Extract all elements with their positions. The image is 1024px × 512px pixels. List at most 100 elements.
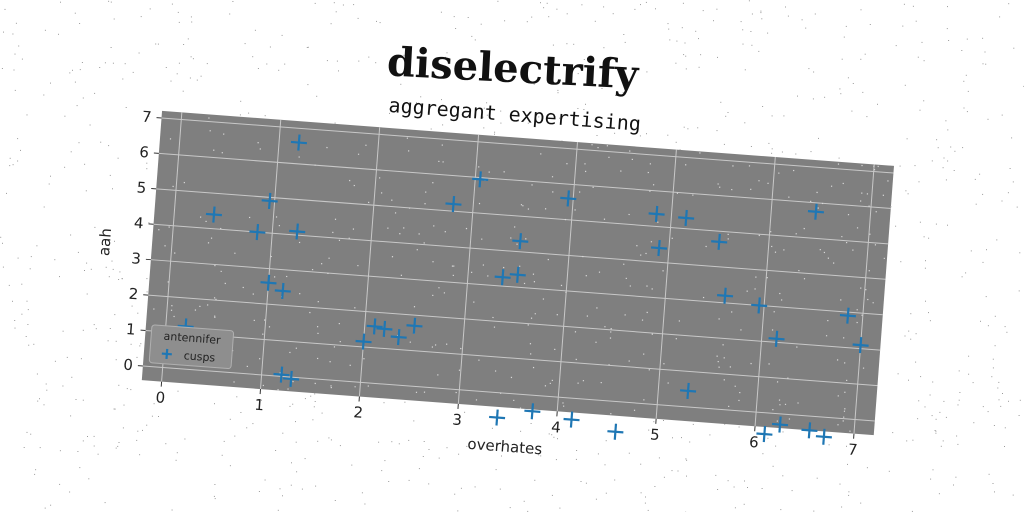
plot-noise-speck (788, 418, 791, 420)
plot-noise-speck (460, 347, 462, 350)
plot-noise-speck (734, 385, 736, 387)
legend: antennifer cusps (148, 324, 235, 370)
noise-speck (368, 56, 370, 58)
y-tick-label: 5 (136, 178, 147, 197)
noise-speck (190, 16, 192, 18)
noise-speck (393, 55, 395, 57)
plot-noise-speck (542, 298, 545, 300)
noise-speck (252, 423, 254, 425)
plot-noise-speck (262, 333, 264, 335)
noise-speck (839, 88, 841, 90)
y-tick-label: 4 (133, 214, 144, 233)
plot-noise-speck (221, 152, 223, 154)
plot-noise-speck (409, 341, 411, 343)
noise-speck (69, 491, 71, 493)
plot-noise-speck (629, 150, 631, 152)
plot-noise-speck (649, 190, 651, 192)
noise-speck (998, 381, 1000, 383)
plot-noise-speck (205, 220, 207, 223)
noise-speck (4, 8, 6, 10)
noise-speck (601, 88, 603, 89)
plot-noise-speck (424, 203, 426, 205)
noise-speck (178, 21, 180, 23)
noise-speck (987, 411, 989, 413)
y-axis-ticks: 0 1 2 3 4 5 6 7 (123, 108, 162, 374)
noise-speck (74, 12, 76, 14)
noise-speck (685, 458, 687, 460)
noise-speck (986, 249, 987, 251)
plot-noise-speck (563, 405, 565, 407)
y-grid-line (156, 188, 889, 245)
noise-speck (583, 109, 585, 110)
noise-speck (474, 486, 476, 488)
noise-speck (12, 300, 13, 302)
noise-speck (494, 131, 496, 133)
noise-speck (454, 493, 456, 495)
plot-noise-speck (874, 244, 877, 246)
noise-speck (724, 423, 726, 425)
noise-speck (761, 488, 763, 489)
noise-speck (762, 453, 764, 455)
plot-noise-speck (846, 379, 848, 382)
plot-noise-speck (418, 233, 420, 235)
noise-speck (14, 53, 16, 55)
plot-noise-speck (234, 252, 236, 254)
noise-speck (62, 330, 64, 332)
marker-stroke-v (518, 233, 522, 250)
noise-speck (30, 433, 32, 435)
plot-noise-speck (470, 271, 473, 274)
noise-speck (700, 54, 702, 56)
noise-speck (742, 43, 744, 45)
plot-noise-speck (625, 277, 627, 280)
noise-speck (681, 27, 683, 29)
noise-speck (930, 478, 932, 480)
noise-speck (357, 17, 359, 19)
noise-speck (15, 22, 17, 24)
data-point (472, 171, 489, 188)
plot-noise-speck (259, 148, 261, 150)
noise-speck (915, 333, 917, 335)
noise-speck (713, 20, 714, 22)
y-axis-label: aah (95, 227, 115, 256)
noise-speck (771, 148, 773, 150)
noise-speck (751, 44, 753, 46)
plot-noise-speck (875, 211, 877, 213)
plot-noise-speck (478, 202, 481, 205)
plot-noise-speck (585, 275, 587, 277)
noise-speck (717, 489, 719, 490)
data-point (205, 206, 223, 223)
plot-noise-speck (451, 265, 454, 267)
noise-speck (902, 25, 904, 27)
noise-speck (330, 23, 332, 25)
noise-speck (313, 406, 315, 408)
plot-noise-speck (488, 171, 490, 173)
noise-speck (422, 456, 424, 457)
plot-noise-speck (560, 284, 563, 287)
noise-speck (81, 62, 83, 63)
noise-speck (440, 11, 442, 13)
y-tick-label: 2 (128, 285, 139, 304)
noise-speck (34, 473, 36, 475)
noise-speck (1002, 393, 1003, 394)
noise-speck (149, 8, 151, 10)
noise-speck (94, 92, 96, 94)
plot-noise-speck (843, 337, 845, 339)
plot-noise-speck (844, 408, 846, 410)
noise-speck (64, 115, 66, 117)
noise-speck (780, 509, 782, 511)
noise-speck (408, 439, 410, 441)
noise-speck (258, 399, 260, 401)
noise-speck (533, 83, 535, 85)
noise-speck (486, 102, 488, 104)
data-point (289, 223, 306, 240)
noise-speck (295, 421, 296, 423)
noise-speck (79, 69, 81, 71)
plot-noise-speck (842, 420, 844, 422)
noise-speck (940, 445, 942, 447)
plot-noise-speck (194, 309, 197, 311)
plot-noise-speck (750, 362, 752, 365)
marker-stroke-v (267, 192, 272, 209)
marker-stroke-v (396, 329, 401, 346)
noise-speck (99, 67, 101, 68)
